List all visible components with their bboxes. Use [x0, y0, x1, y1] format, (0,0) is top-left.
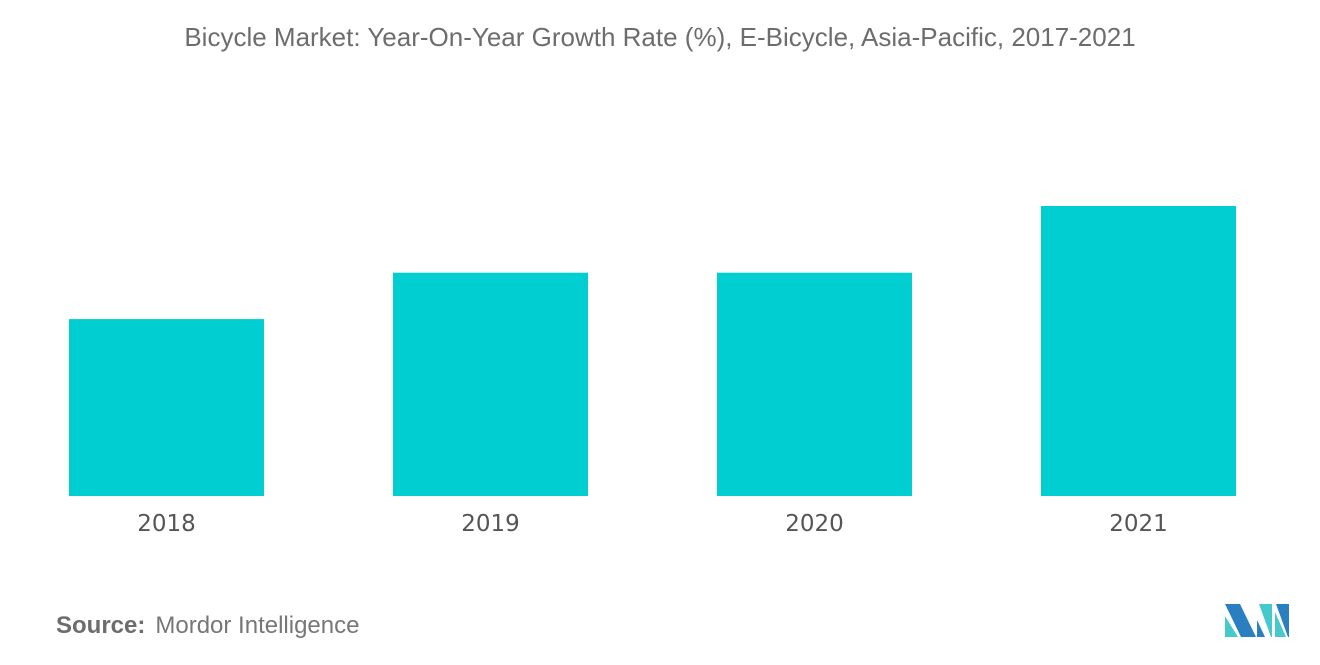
x-tick-label: 2021 [1109, 511, 1168, 537]
bar-2020 [717, 272, 912, 496]
bar-2019 [393, 272, 588, 496]
chart-title: Bicycle Market: Year-On-Year Growth Rate… [184, 22, 1136, 52]
source-text: Mordor Intelligence [155, 612, 360, 639]
bar-chart: 2018 2019 2020 2021 [69, 206, 1236, 537]
source-note: Source: Mordor Intelligence [56, 612, 359, 640]
source-label: Source: [56, 612, 146, 639]
bar-2021 [1041, 206, 1236, 496]
bar-2018 [69, 319, 264, 496]
x-tick-label: 2018 [137, 511, 196, 537]
x-tick-label: 2019 [461, 511, 520, 537]
x-tick-label: 2020 [785, 511, 844, 537]
mordor-intelligence-logo [1225, 604, 1289, 637]
